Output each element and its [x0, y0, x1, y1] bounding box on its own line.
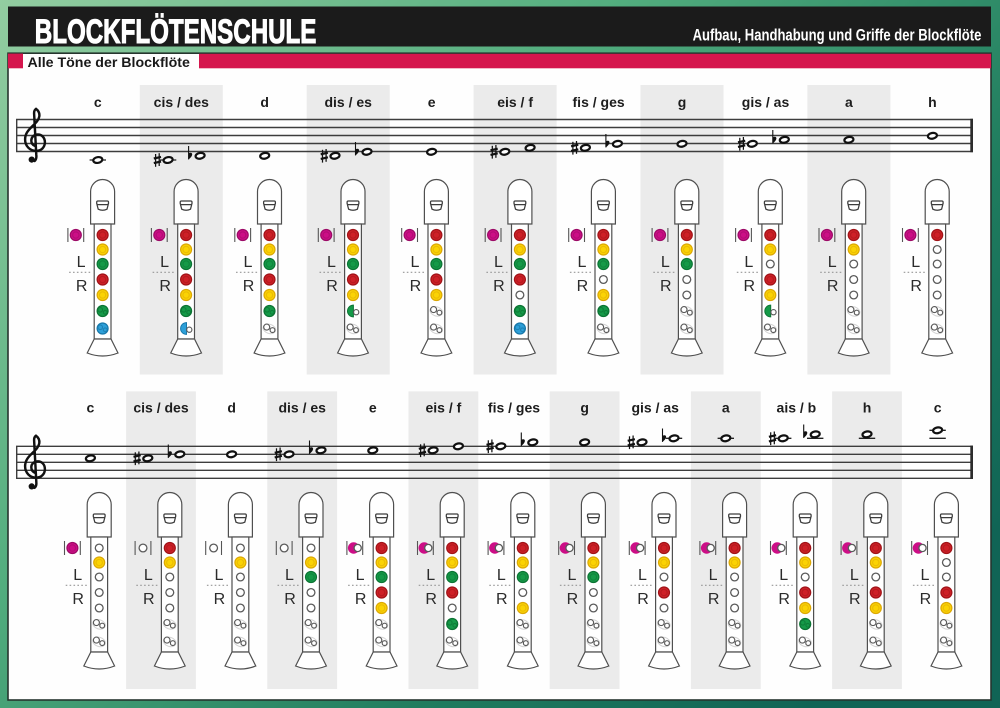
svg-text:Alle Töne der Blockflöte: Alle Töne der Blockflöte: [28, 55, 191, 71]
svg-text:L: L: [426, 567, 435, 584]
svg-text:eis / f: eis / f: [497, 94, 533, 110]
svg-text:fis / ges: fis / ges: [488, 400, 540, 416]
svg-text:g: g: [678, 94, 687, 110]
svg-text:L: L: [779, 567, 788, 584]
svg-text:R: R: [76, 278, 88, 295]
svg-text:e: e: [428, 94, 436, 110]
svg-text:L: L: [709, 567, 718, 584]
svg-text:gis / as: gis / as: [631, 400, 679, 416]
svg-text:R: R: [708, 591, 720, 608]
svg-text:L: L: [244, 254, 253, 271]
svg-text:R: R: [159, 278, 171, 295]
svg-text:cis / des: cis / des: [154, 94, 209, 110]
svg-text:R: R: [849, 591, 861, 608]
svg-text:R: R: [493, 278, 505, 295]
svg-text:R: R: [827, 278, 839, 295]
svg-text:a: a: [845, 94, 853, 110]
svg-text:L: L: [285, 567, 294, 584]
svg-text:L: L: [911, 254, 920, 271]
svg-text:R: R: [143, 591, 155, 608]
svg-text:c: c: [94, 94, 102, 110]
svg-text:ais / b: ais / b: [777, 400, 817, 416]
svg-text:L: L: [144, 567, 153, 584]
svg-text:L: L: [497, 567, 506, 584]
svg-text:h: h: [863, 400, 872, 416]
svg-text:c: c: [87, 400, 95, 416]
svg-text:L: L: [73, 567, 82, 584]
svg-text:Aufbau, Handhabung und Griffe: Aufbau, Handhabung und Griffe der Blockf…: [693, 27, 982, 45]
svg-text:R: R: [778, 591, 790, 608]
svg-text:L: L: [327, 254, 336, 271]
svg-text:L: L: [920, 567, 929, 584]
svg-text:R: R: [660, 278, 672, 295]
svg-text:R: R: [425, 591, 437, 608]
svg-text:L: L: [850, 567, 859, 584]
svg-text:L: L: [214, 567, 223, 584]
svg-text:R: R: [910, 278, 922, 295]
svg-text:R: R: [214, 591, 226, 608]
svg-text:L: L: [160, 254, 169, 271]
svg-text:L: L: [828, 254, 837, 271]
svg-text:R: R: [637, 591, 649, 608]
svg-text:L: L: [77, 254, 86, 271]
svg-text:R: R: [567, 591, 579, 608]
svg-text:R: R: [920, 591, 932, 608]
svg-text:L: L: [356, 567, 365, 584]
svg-text:R: R: [326, 278, 338, 295]
svg-text:L: L: [567, 567, 576, 584]
svg-text:R: R: [744, 278, 756, 295]
svg-text:R: R: [243, 278, 255, 295]
svg-text:d: d: [260, 94, 269, 110]
svg-text:L: L: [638, 567, 647, 584]
svg-text:e: e: [369, 400, 377, 416]
svg-text:fis / ges: fis / ges: [573, 94, 625, 110]
svg-text:R: R: [496, 591, 508, 608]
svg-text:R: R: [410, 278, 422, 295]
svg-text:dis / es: dis / es: [324, 94, 372, 110]
svg-text:R: R: [577, 278, 589, 295]
svg-text:L: L: [577, 254, 586, 271]
svg-text:gis / as: gis / as: [742, 94, 790, 110]
svg-text:BLOCKFLÖTENSCHULE: BLOCKFLÖTENSCHULE: [35, 13, 317, 51]
svg-text:eis / f: eis / f: [426, 400, 462, 416]
svg-text:L: L: [410, 254, 419, 271]
svg-text:L: L: [494, 254, 503, 271]
svg-text:R: R: [355, 591, 367, 608]
svg-text:cis / des: cis / des: [133, 400, 188, 416]
svg-text:a: a: [722, 400, 730, 416]
svg-text:c: c: [934, 400, 942, 416]
svg-text:L: L: [744, 254, 753, 271]
svg-text:L: L: [661, 254, 670, 271]
svg-text:g: g: [580, 400, 589, 416]
svg-text:h: h: [928, 94, 937, 110]
svg-text:d: d: [227, 400, 236, 416]
svg-text:dis / es: dis / es: [278, 400, 326, 416]
svg-text:R: R: [284, 591, 296, 608]
svg-text:R: R: [72, 591, 84, 608]
